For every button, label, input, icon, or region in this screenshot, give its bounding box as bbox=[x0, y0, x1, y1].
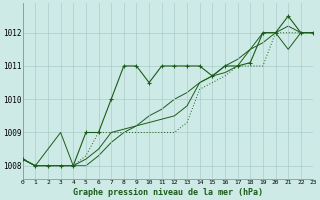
X-axis label: Graphe pression niveau de la mer (hPa): Graphe pression niveau de la mer (hPa) bbox=[73, 188, 263, 197]
